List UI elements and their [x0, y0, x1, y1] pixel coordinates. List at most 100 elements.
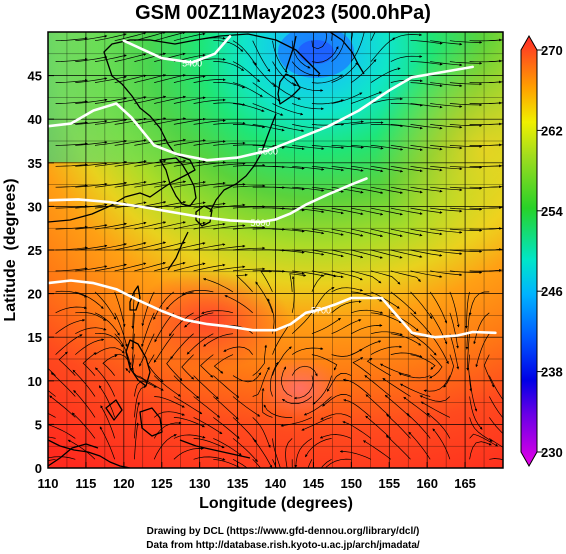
streamline — [410, 82, 443, 88]
streamline — [252, 366, 270, 397]
streamline — [469, 441, 492, 460]
streamline — [449, 40, 483, 44]
streamline — [154, 241, 186, 251]
coast-kamchatka — [329, 32, 365, 75]
streamline — [351, 91, 383, 104]
streamline — [213, 102, 246, 106]
streamline — [289, 273, 307, 292]
coast-japan-honshu — [209, 113, 277, 213]
streamline — [82, 352, 97, 376]
streamline — [94, 54, 127, 62]
streamline — [154, 32, 186, 42]
streamline — [399, 383, 431, 397]
streamline — [449, 165, 483, 169]
streamline — [232, 103, 265, 112]
streamline — [468, 354, 473, 392]
streamline — [55, 58, 88, 62]
streamline — [252, 40, 271, 72]
streamline — [390, 270, 421, 282]
streamline — [390, 145, 423, 151]
streamline — [307, 459, 313, 468]
streamline — [410, 354, 436, 370]
streamline — [193, 375, 219, 400]
streamline — [292, 186, 325, 192]
streamline — [48, 368, 56, 376]
streamline — [311, 317, 341, 335]
y-axis-title: Latitude (degrees) — [2, 178, 19, 321]
streamline — [410, 207, 443, 214]
streamline — [213, 40, 244, 52]
streamline — [213, 265, 246, 272]
streamline — [269, 361, 279, 397]
streamline — [292, 228, 325, 235]
streamline — [232, 184, 266, 188]
y-tick-label: 25 — [28, 243, 42, 258]
streamline — [364, 375, 392, 397]
streamline — [489, 458, 503, 461]
streamline — [232, 40, 257, 66]
streamline — [272, 165, 305, 170]
streamline — [311, 123, 345, 126]
streamline — [169, 312, 194, 337]
contour-label: 5700 — [311, 305, 331, 315]
streamline — [173, 180, 206, 188]
streamline — [193, 456, 226, 461]
streamline — [55, 306, 88, 314]
streamline — [55, 205, 88, 209]
x-tick-label: 155 — [378, 476, 400, 491]
streamline — [260, 269, 273, 293]
contour-label: 5500 — [258, 147, 278, 157]
y-tick-label: 35 — [28, 156, 42, 171]
streamline — [170, 333, 194, 360]
streamline — [449, 270, 483, 275]
streamline — [410, 291, 433, 320]
streamline — [252, 438, 273, 468]
streamline — [213, 162, 246, 167]
coast-guinea — [179, 439, 251, 459]
streamline — [48, 456, 76, 460]
colorbar-ticks: 230 238 246 254 262 270 — [537, 43, 563, 460]
streamline — [154, 180, 187, 188]
streamline — [75, 338, 105, 355]
streamline — [423, 375, 451, 393]
streamline — [291, 275, 295, 313]
coast-sakhalin — [285, 35, 297, 71]
colorbar-tick-label: 270 — [541, 43, 563, 58]
streamline — [293, 375, 314, 400]
streamline — [292, 145, 325, 150]
coast-ryukyu — [167, 231, 189, 271]
streamline — [430, 270, 463, 277]
streamline — [292, 82, 324, 92]
streamline — [94, 181, 128, 188]
streamline — [291, 365, 318, 377]
streamline — [232, 143, 266, 147]
x-tick-label: 120 — [113, 476, 135, 491]
streamline — [181, 290, 214, 295]
streamline — [55, 225, 88, 230]
credit-data-source: Data from http://database.rish.kyoto-u.a… — [146, 540, 420, 551]
streamline — [213, 354, 234, 374]
streamline — [75, 141, 108, 146]
streamline — [410, 333, 437, 356]
y-tick-label: 45 — [28, 69, 42, 84]
x-axis: 110 115 120 125 130 135 140 145 150 155 160 165 — [38, 462, 476, 491]
streamline — [331, 228, 364, 237]
streamline — [173, 160, 206, 167]
streamline — [55, 290, 88, 298]
streamline — [272, 270, 305, 275]
streamline — [351, 186, 384, 194]
streamline — [311, 99, 344, 105]
streamline — [193, 161, 226, 167]
streamline — [331, 145, 364, 149]
streamline — [232, 163, 266, 167]
streamline — [449, 186, 483, 190]
streamline — [223, 346, 253, 355]
y-tick-label: 10 — [28, 374, 42, 389]
streamline — [370, 123, 404, 128]
streamline — [386, 413, 411, 439]
streamline — [75, 291, 104, 309]
streamline — [272, 346, 292, 376]
field-warm-spot — [260, 358, 340, 418]
streamline — [67, 439, 96, 460]
streamline — [292, 165, 325, 171]
